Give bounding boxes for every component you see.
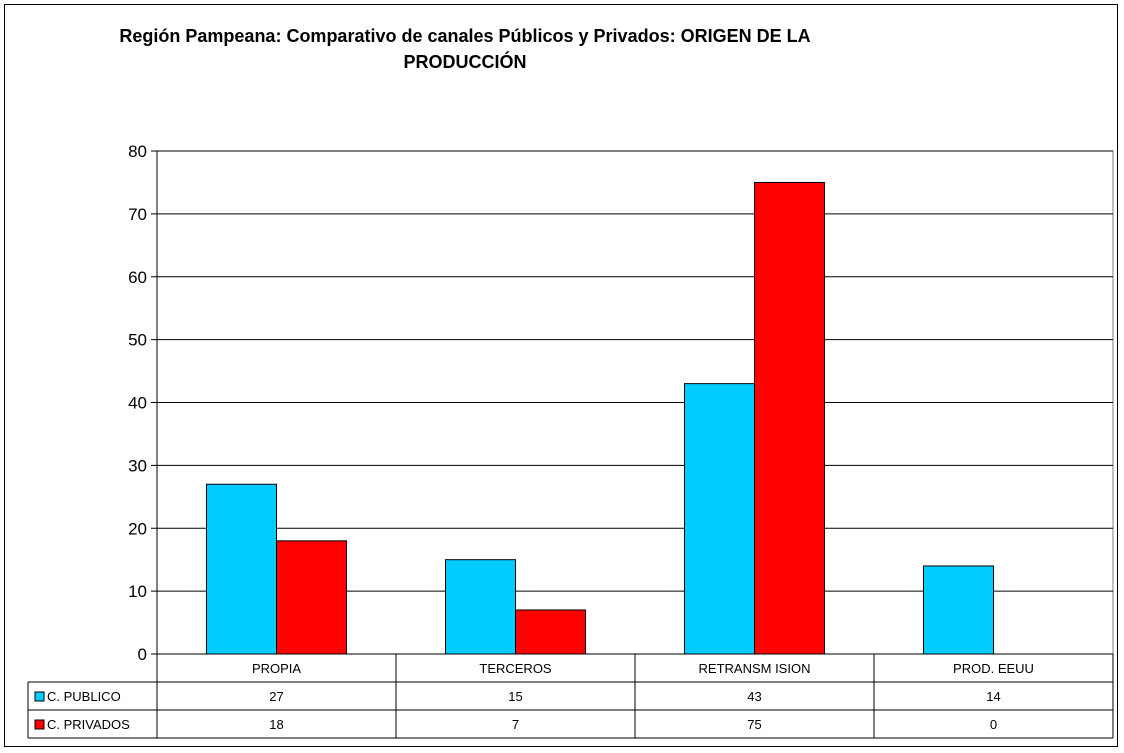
data-label: 0 [990, 717, 997, 732]
y-tick-label: 50 [128, 331, 147, 350]
x-tick-label: PROD. EEUU [953, 661, 1034, 676]
x-tick-label: RETRANSM ISION [699, 661, 811, 676]
chart-title-line2: PRODUCCIÓN [403, 52, 527, 72]
y-tick-label: 30 [128, 456, 147, 475]
data-label: 27 [269, 689, 283, 704]
y-tick-label: 40 [128, 394, 147, 413]
y-tick-label: 70 [128, 205, 147, 224]
bar [445, 559, 516, 655]
y-tick-label: 80 [128, 142, 147, 161]
bar [754, 181, 825, 655]
legend-swatch [34, 719, 45, 730]
data-label: 75 [747, 717, 761, 732]
x-tick-label: PROPIA [252, 661, 301, 676]
y-tick-label: 10 [128, 582, 147, 601]
chart-title-line1: Región Pampeana: Comparativo de canales … [119, 26, 811, 46]
legend-label: C. PRIVADOS [47, 717, 130, 732]
data-label: 14 [986, 689, 1000, 704]
x-tick-label: TERCEROS [479, 661, 552, 676]
legend-label: C. PUBLICO [47, 689, 121, 704]
data-label: 7 [512, 717, 519, 732]
bar [276, 540, 347, 655]
y-tick-label: 20 [128, 519, 147, 538]
bar [923, 565, 994, 655]
bar [684, 383, 755, 655]
y-tick-label: 0 [138, 645, 147, 664]
bar [206, 483, 277, 655]
data-label: 43 [747, 689, 761, 704]
data-label: 15 [508, 689, 522, 704]
data-label: 18 [269, 717, 283, 732]
chart-title: Región Pampeana: Comparativo de canales … [5, 23, 925, 75]
y-tick-label: 60 [128, 268, 147, 287]
bar [515, 609, 586, 655]
legend-swatch [34, 691, 45, 702]
